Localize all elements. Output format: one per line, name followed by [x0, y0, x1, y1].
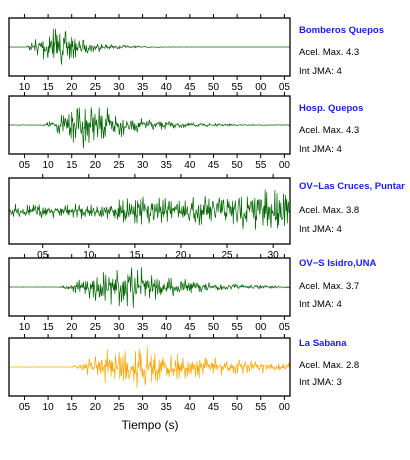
- jma-label-4: Int JMA: 4: [299, 299, 342, 310]
- x-tick-label: 45: [184, 322, 196, 333]
- x-tick-label: 05: [19, 160, 31, 171]
- x-tick-label: 05: [19, 402, 31, 413]
- panel-frame-1: [8, 17, 291, 77]
- x-tick-label: 20: [175, 250, 187, 261]
- x-tick-label: 00: [255, 82, 267, 93]
- x-tick-label: 10: [19, 82, 31, 93]
- x-tick-label: 50: [208, 322, 220, 333]
- x-tick-label: 45: [208, 160, 220, 171]
- x-tick-label: 20: [66, 82, 78, 93]
- station-name-4: OV−S Isidro,UNA: [299, 258, 377, 269]
- x-axis-title: Tiempo (s): [121, 418, 179, 432]
- x-tick-label: 40: [184, 160, 196, 171]
- jma-label-3: Int JMA: 4: [299, 224, 342, 235]
- x-tick-label: 35: [137, 322, 149, 333]
- x-tick-label: 40: [161, 82, 173, 93]
- x-tick-label: 25: [90, 322, 102, 333]
- accel-label-2: Acel. Max. 4.3: [299, 125, 360, 136]
- x-tick-label: 05: [279, 322, 291, 333]
- x-tick-label: 00: [255, 322, 267, 333]
- x-tick-label: 15: [66, 402, 78, 413]
- x-tick-label: 10: [83, 250, 95, 261]
- waveform-1: [8, 28, 290, 65]
- x-tick-label: 25: [113, 160, 125, 171]
- x-tick-label: 30: [113, 322, 125, 333]
- x-tick-label: 35: [137, 82, 149, 93]
- x-tick-label: 50: [208, 82, 220, 93]
- panel-frame-4: [8, 257, 291, 317]
- x-tick-label: 25: [113, 402, 125, 413]
- station-name-1: Bomberos Quepos: [299, 25, 384, 36]
- x-tick-label: 55: [232, 82, 244, 93]
- x-tick-label: 00: [279, 160, 291, 171]
- x-tick-label: 15: [66, 160, 78, 171]
- station-name-5: La Sabana: [299, 338, 347, 349]
- accel-label-1: Acel. Max. 4.3: [299, 47, 360, 58]
- x-tick-label: 30: [268, 250, 280, 261]
- x-tick-label: 55: [255, 402, 267, 413]
- accel-label-3: Acel. Max. 3.8: [299, 205, 360, 216]
- x-tick-label: 25: [221, 250, 233, 261]
- x-tick-label: 45: [208, 402, 220, 413]
- waveform-4: [8, 267, 291, 308]
- jma-label-1: Int JMA: 4: [299, 66, 342, 77]
- x-tick-label: 20: [90, 160, 102, 171]
- x-tick-label: 45: [184, 82, 196, 93]
- x-tick-label: 25: [90, 82, 102, 93]
- x-tick-label: 15: [129, 250, 141, 261]
- x-tick-label: 50: [232, 160, 244, 171]
- x-tick-label: 20: [90, 402, 102, 413]
- x-tick-label: 50: [232, 402, 244, 413]
- x-tick-label: 10: [43, 160, 55, 171]
- x-tick-label: 40: [161, 322, 173, 333]
- x-tick-label: 30: [137, 402, 149, 413]
- jma-label-5: Int JMA: 3: [299, 377, 342, 388]
- panel-frame-3: [8, 177, 291, 245]
- x-tick-label: 00: [279, 402, 291, 413]
- x-tick-label: 15: [43, 322, 55, 333]
- x-tick-label: 55: [232, 322, 244, 333]
- station-name-2: Hosp. Quepos: [299, 103, 364, 114]
- panel-frame-2: [8, 95, 291, 155]
- accel-label-5: Acel. Max. 2.8: [299, 360, 360, 371]
- x-tick-label: 30: [113, 82, 125, 93]
- panel-frame-5: [8, 337, 291, 397]
- x-tick-label: 05: [279, 82, 291, 93]
- x-tick-label: 40: [184, 402, 196, 413]
- station-name-3: OV−Las Cruces, Puntar: [299, 181, 405, 192]
- jma-label-2: Int JMA: 4: [299, 144, 342, 155]
- x-tick-label: 10: [43, 402, 55, 413]
- accel-label-4: Acel. Max. 3.7: [299, 281, 360, 292]
- x-tick-label: 30: [137, 160, 149, 171]
- x-tick-label: 10: [19, 322, 31, 333]
- x-tick-label: 55: [255, 160, 267, 171]
- x-tick-label: 05: [37, 250, 49, 261]
- x-tick-label: 35: [161, 160, 173, 171]
- x-tick-label: 35: [161, 402, 173, 413]
- waveform-2: [8, 107, 291, 149]
- x-tick-label: 15: [43, 82, 55, 93]
- x-tick-label: 20: [66, 322, 78, 333]
- waveform-5: [8, 347, 291, 389]
- waveform-3: [8, 189, 291, 230]
